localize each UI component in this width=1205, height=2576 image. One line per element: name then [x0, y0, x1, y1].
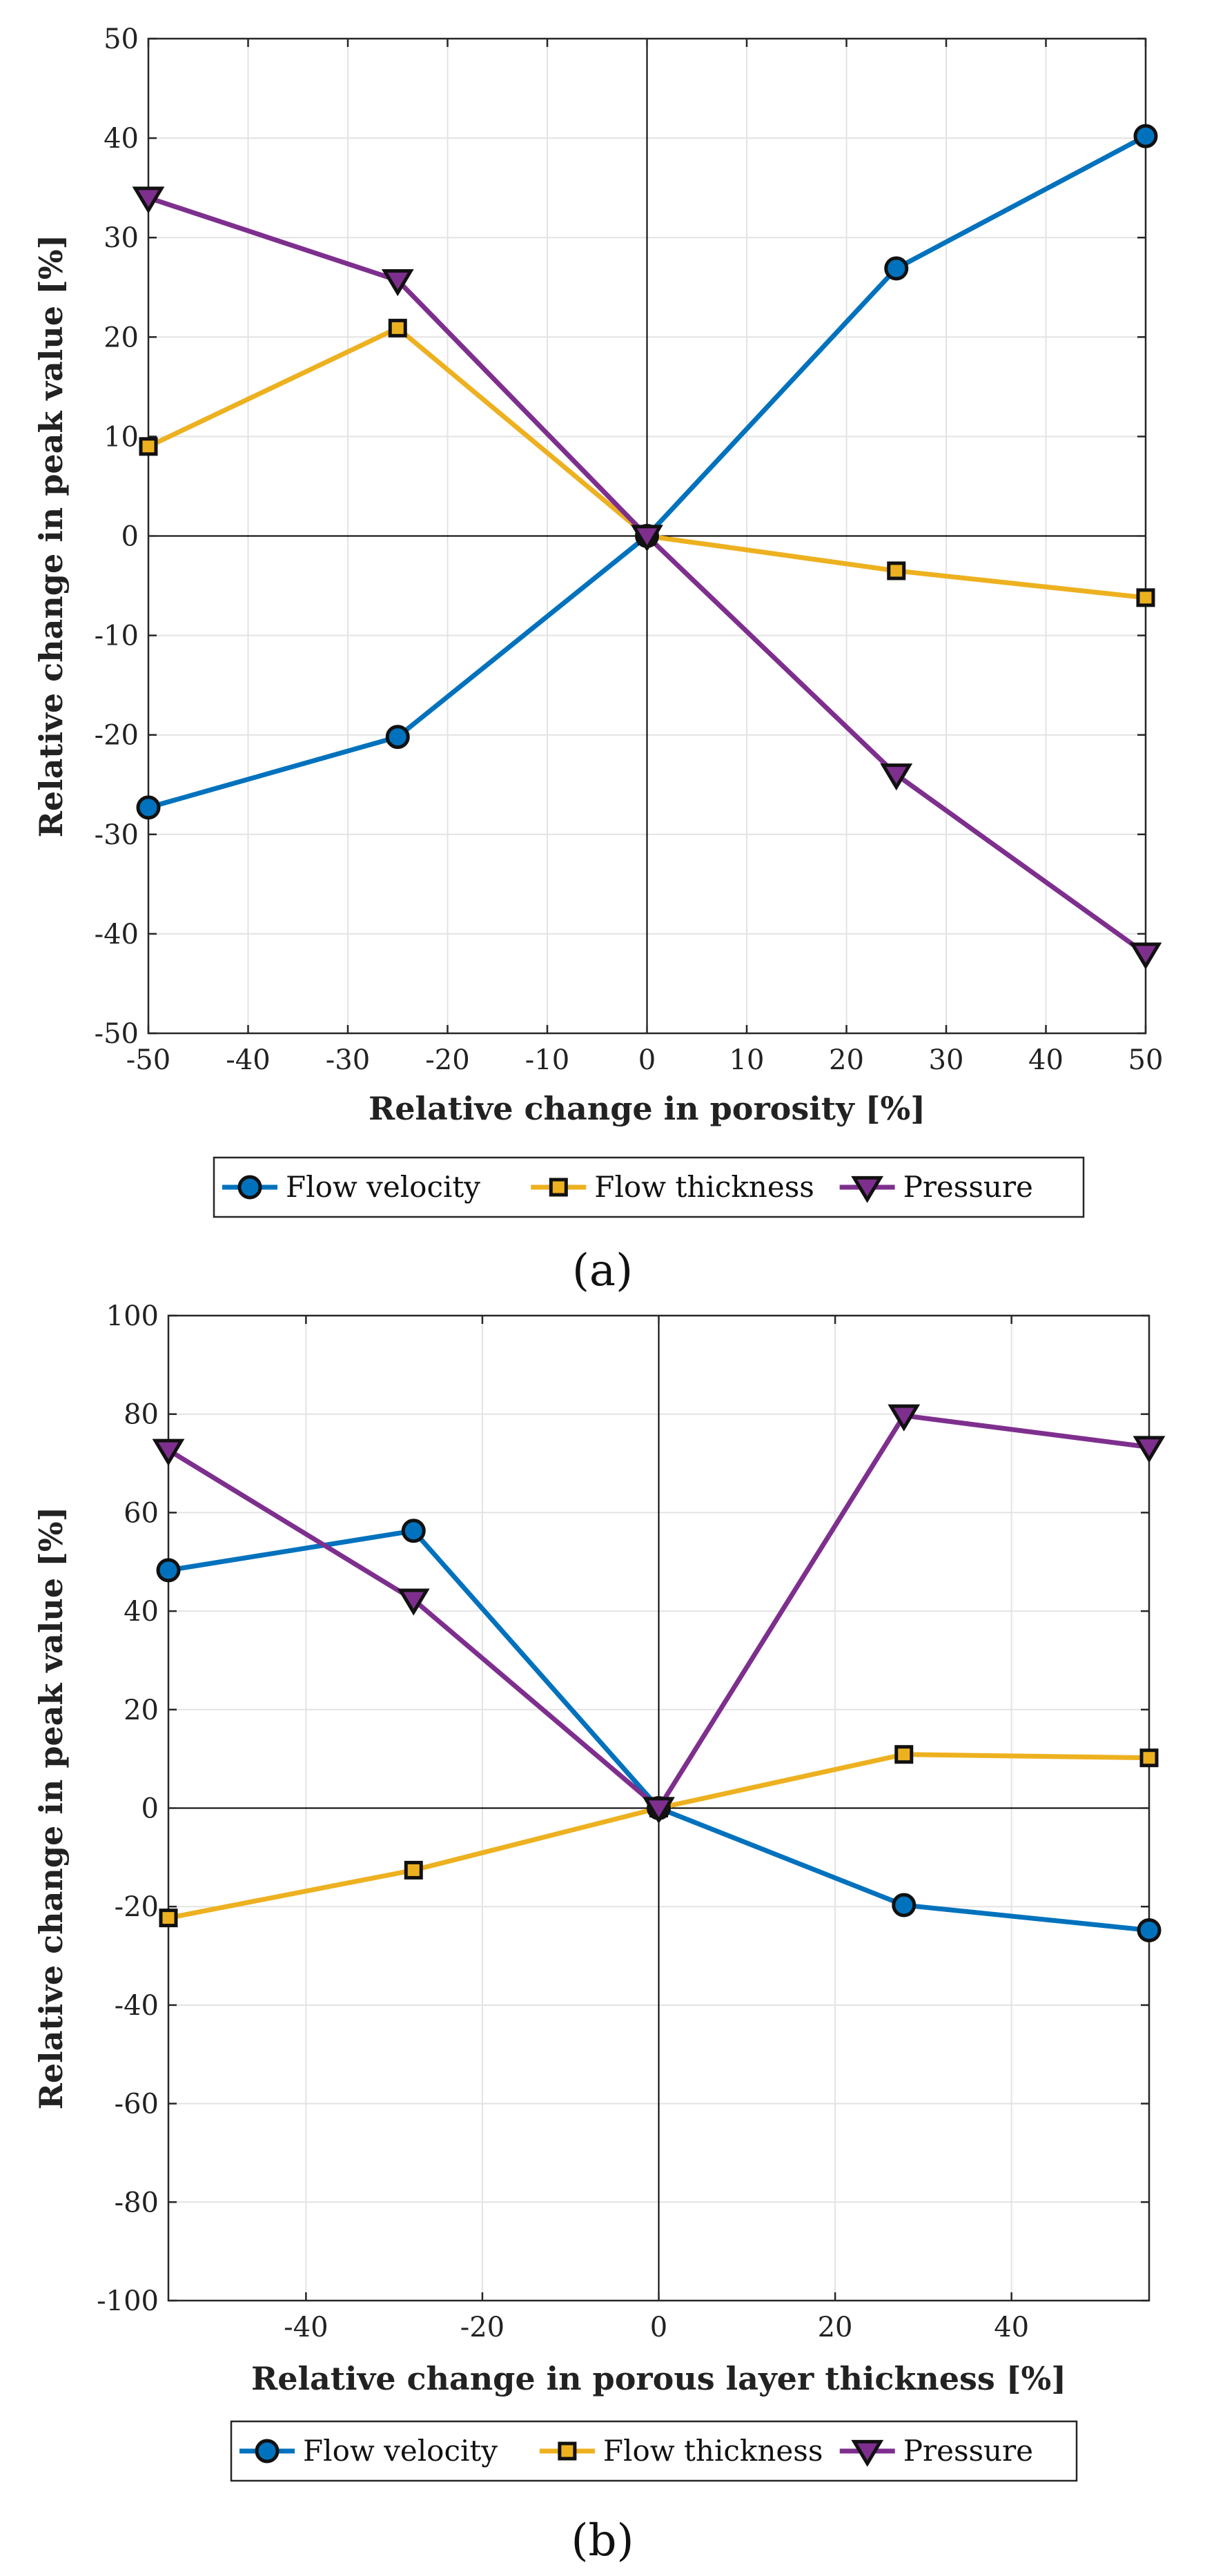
panel-b-y-tick-label: 40	[124, 1596, 159, 1628]
panel-b-flow-thickness-point	[1139, 1748, 1159, 1768]
panel-b-y-tick-label: -60	[115, 2089, 159, 2120]
panel-b-x-tick-label: -40	[284, 2312, 328, 2343]
panel-b-flow-velocity-point	[892, 1893, 917, 1918]
panel-a-y-tick-label: -30	[95, 819, 139, 851]
panel-a-x-tick-label: 50	[1128, 1044, 1164, 1076]
panel-b-pressure-point	[888, 1404, 921, 1432]
panel-b-x-tick-label: -20	[460, 2312, 504, 2343]
panel-a-flow-velocity-point	[136, 795, 161, 820]
panel-b-flow-velocity-point	[401, 1519, 426, 1543]
panel-b-y-ticks: -100 -80 -60 -40 -20 0 20 40 60 80 100	[97, 1300, 1149, 2317]
panel-a-legend-pressure-marker	[851, 1175, 884, 1203]
panel-a-pressure-point	[880, 763, 913, 791]
panel-a-x-tick-label: -30	[326, 1044, 370, 1076]
panel-a-y-ticks: -50 -40 -30 -20 -10 0 10 20 30 40 50	[95, 23, 1146, 1050]
panel-a-x-tick-label: -10	[525, 1044, 569, 1076]
panel-b-pressure-point	[152, 1438, 185, 1466]
panel-b-y-tick-label: 100	[106, 1300, 159, 1332]
panel-a-x-tick-label: 20	[829, 1044, 864, 1076]
panel-b-y-tick-label: 60	[124, 1497, 159, 1529]
panel-b-y-axis-label: Relative change in peak value [%]	[32, 1507, 70, 2110]
panel-b-flow-velocity-point	[1137, 1918, 1162, 1942]
panel-a-x-tick-label: 40	[1028, 1044, 1064, 1076]
panel-b-y-tick-label: -20	[115, 1891, 159, 1923]
panel-b-y-tick-label: 0	[141, 1793, 159, 1825]
panel-a-y-tick-label: 10	[104, 421, 139, 453]
panel-a-y-tick-label: 20	[104, 322, 139, 353]
panel-a-x-axis-label: Relative change in porosity [%]	[369, 1090, 925, 1127]
panel-a-flow-thickness-point	[887, 561, 906, 580]
panel-a-y-tick-label: -10	[95, 621, 139, 652]
panel-b-legend-flow-velocity-marker	[255, 2439, 280, 2463]
panel-b-label: (b)	[571, 2515, 634, 2566]
panel-a-x-tick-label: 30	[929, 1044, 964, 1076]
panel-a-x-tick-label: -20	[425, 1044, 469, 1076]
panel-b-y-tick-label: -40	[115, 1990, 159, 2022]
panel-a-y-tick-label: 0	[121, 521, 139, 553]
panel-b-legend-pressure-marker	[851, 2439, 884, 2467]
panel-a-legend-pressure-label: Pressure	[903, 1170, 1033, 1204]
panel-a-flow-velocity-point	[1133, 124, 1158, 148]
panel-b-legend-pressure-label: Pressure	[903, 2434, 1033, 2468]
panel-a-x-tick-label: -40	[226, 1044, 270, 1076]
panel-a-y-tick-label: 50	[104, 23, 139, 55]
panel-a-chart: -50 -40 -30 -20 -10 0 10 20 30 40 50 -50-40-30-20-…	[32, 23, 1163, 1296]
panel-b-flow-thickness-point	[159, 1909, 178, 1928]
panel-b-x-tick-label: 40	[994, 2312, 1029, 2343]
panel-a-flow-thickness-point	[388, 318, 407, 338]
panel-b-series	[152, 1404, 1166, 1942]
panel-a-y-tick-label: -40	[95, 919, 139, 950]
panel-b-y-tick-label: -100	[97, 2285, 159, 2317]
panel-b-legend-flow-thickness-label: Flow thickness	[603, 2434, 823, 2468]
panel-a-legend-flow-velocity-marker	[237, 1175, 262, 1200]
panel-a-legend-flow-thickness-label: Flow thickness	[594, 1170, 814, 1204]
panel-a-legend-box	[213, 1156, 1085, 1218]
panel-b-pressure-point	[1133, 1436, 1166, 1463]
panel-b-x-axis-label: Relative change in porous layer thicknes…	[251, 2360, 1066, 2397]
panel-b-legend-box	[230, 2420, 1078, 2482]
panel-a-pressure-point	[1129, 942, 1162, 970]
panel-a-label: (a)	[572, 1245, 633, 1296]
panel-a-y-tick-label: 30	[104, 222, 139, 254]
panel-b-legend: Flow velocity Flow thickness Pressure	[230, 2420, 1078, 2482]
panel-b-y-tick-label: 20	[124, 1695, 159, 1726]
panel-a-y-axis-label: Relative change in peak value [%]	[32, 235, 70, 838]
panel-b-flow-thickness-point	[894, 1745, 914, 1764]
panel-a-x-tick-label: -50	[126, 1044, 170, 1076]
panel-a-legend-flow-thickness-marker	[549, 1178, 568, 1197]
panel-b-flow-velocity-point	[156, 1558, 181, 1583]
panel-b-x-tick-label: 0	[650, 2312, 667, 2343]
panel-a-pressure-point	[631, 525, 663, 552]
panel-b-pressure-point	[643, 1797, 675, 1824]
panel-b-y-tick-label: 80	[124, 1399, 159, 1431]
panel-a-pressure-point	[381, 269, 414, 297]
panel-b-chart: -40 -20 0 20 40 -100 -80 -60 -40 -20 0 20 40 60 80 100…	[32, 1300, 1166, 2566]
panel-a-y-tick-label: -20	[95, 720, 139, 752]
panel-a-legend-flow-velocity-label: Flow velocity	[286, 1170, 480, 1204]
panel-b-pressure-point	[397, 1588, 430, 1616]
panel-a-legend: Flow velocity Flow thickness Pressure	[213, 1156, 1085, 1218]
panel-a-flow-thickness-point	[139, 437, 158, 456]
panel-a-y-tick-label: 40	[104, 123, 139, 155]
panel-a-series	[132, 124, 1162, 970]
panel-a-x-ticks: -50 -40 -30 -20 -10 0 10 20 30 40 50	[126, 39, 1164, 1076]
panel-b-x-ticks: -40 -20 0 20 40	[284, 1316, 1029, 2343]
panel-a-flow-thickness-point	[1136, 588, 1155, 607]
panel-a-y-tick-label: -50	[95, 1018, 139, 1050]
panel-b-legend-flow-velocity-label: Flow velocity	[303, 2434, 498, 2468]
panel-b-flow-thickness-point	[404, 1860, 423, 1880]
panel-b-x-tick-label: 20	[818, 2312, 853, 2343]
panel-b-y-tick-label: -80	[115, 2187, 159, 2218]
panel-b-legend-flow-thickness-marker	[558, 2441, 577, 2461]
panel-a-x-tick-label: 0	[638, 1044, 656, 1076]
panel-a-pressure-point	[132, 186, 165, 214]
panel-a-x-tick-label: 10	[729, 1044, 765, 1076]
panel-a-flow-velocity-point	[884, 256, 909, 281]
panel-a-flow-velocity-point	[385, 725, 410, 750]
